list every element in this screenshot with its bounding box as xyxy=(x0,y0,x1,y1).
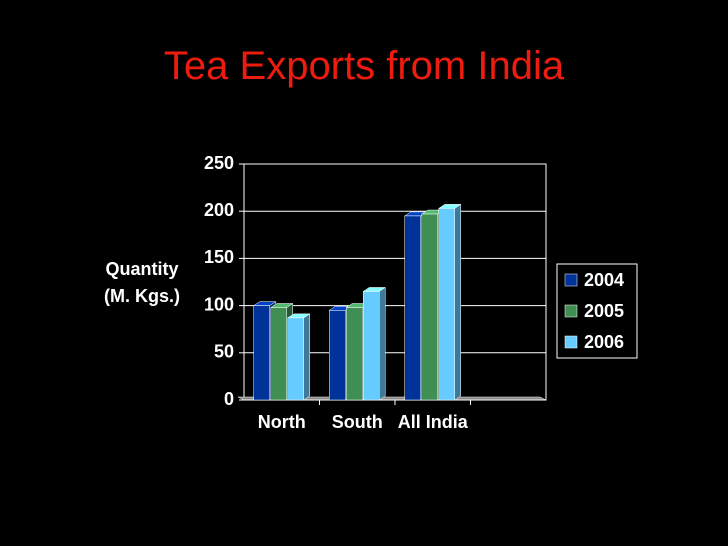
y-tick-label: 200 xyxy=(204,200,234,220)
x-tick-label: North xyxy=(257,412,306,432)
legend-label: 2004 xyxy=(584,270,624,290)
legend-label: 2006 xyxy=(584,332,624,352)
x-tick-label: South xyxy=(331,412,383,432)
bar xyxy=(438,208,455,401)
y-tick-label: 0 xyxy=(224,389,234,409)
y-tick-label: 150 xyxy=(204,247,234,267)
y-axis-label: Quantity (M. Kgs.) xyxy=(92,256,192,310)
bar xyxy=(404,215,421,401)
bar xyxy=(329,310,346,401)
bar xyxy=(363,291,380,401)
bar xyxy=(421,213,438,401)
bar xyxy=(253,305,270,401)
bar xyxy=(270,307,287,401)
bar-side xyxy=(454,203,461,401)
legend-swatch xyxy=(564,273,578,287)
y-axis-label-line: Quantity xyxy=(105,259,179,279)
x-tick-label: All India xyxy=(397,412,468,432)
bar xyxy=(346,307,363,401)
y-tick-label: 50 xyxy=(214,342,234,362)
bar-side xyxy=(303,313,310,401)
bar xyxy=(287,317,304,401)
legend-swatch xyxy=(564,304,578,318)
legend-label: 2005 xyxy=(584,301,624,321)
legend-swatch xyxy=(564,335,578,349)
y-tick-label: 250 xyxy=(204,153,234,173)
y-axis-label-line: (M. Kgs.) xyxy=(104,286,180,306)
y-tick-label: 100 xyxy=(204,294,234,314)
chart-title: Tea Exports from India xyxy=(163,44,565,88)
bar-side xyxy=(379,286,386,401)
